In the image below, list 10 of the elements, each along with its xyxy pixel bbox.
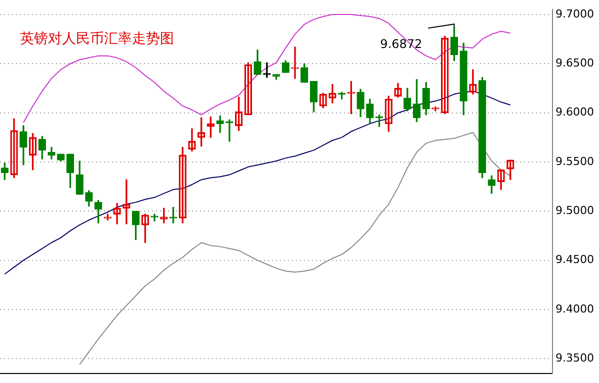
y-tick-label: 9.6500 — [556, 56, 594, 70]
candlestick — [216, 115, 224, 133]
y-tick-label: 9.3500 — [556, 352, 594, 365]
y-tick-label: 9.4000 — [556, 302, 594, 316]
text: 英镑对人民币汇率走势图 — [20, 31, 174, 48]
y-tick-label: 9.5500 — [556, 154, 594, 168]
y-tick-label: 9.7000 — [556, 7, 594, 20]
y-tick-label: 9.6000 — [556, 106, 594, 119]
y-tick-label: 9.5000 — [556, 204, 594, 218]
y-tick-label: 9.4500 — [556, 253, 594, 266]
